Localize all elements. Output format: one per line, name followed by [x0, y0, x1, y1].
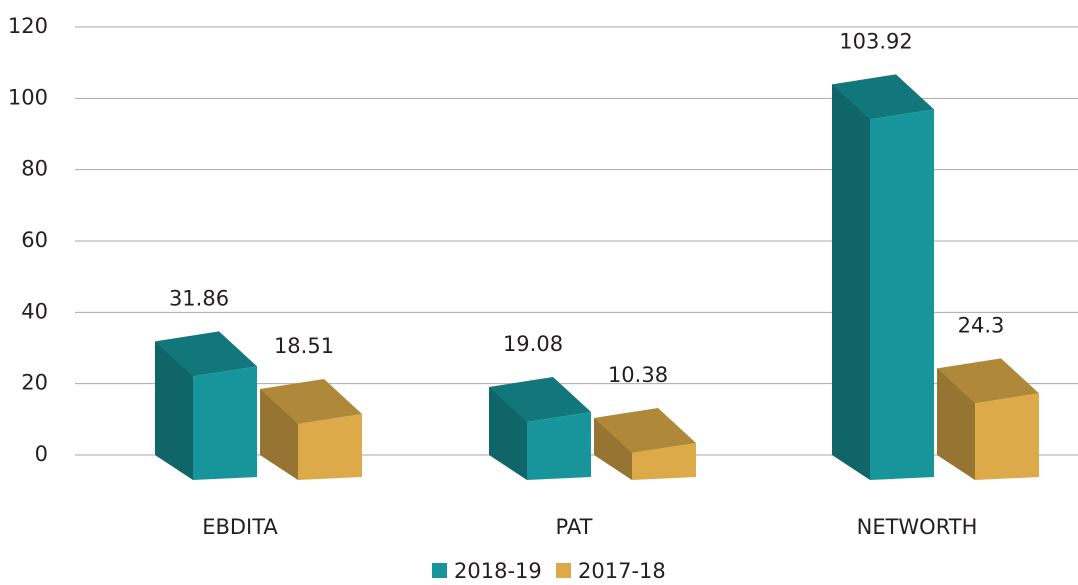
y-tick-label: 40 [21, 299, 48, 323]
bar [155, 331, 257, 480]
legend-swatch [556, 563, 571, 578]
value-label: 10.38 [608, 363, 668, 387]
y-tick-label: 60 [21, 228, 48, 252]
bar-top [155, 331, 257, 377]
x-tick-label: NETWORTH [857, 515, 978, 539]
legend-label: 2018-19 [454, 559, 542, 583]
value-label: 19.08 [503, 332, 563, 356]
bar-front [975, 393, 1039, 480]
value-label: 103.92 [839, 29, 912, 53]
y-tick-label: 100 [8, 85, 48, 109]
bar [594, 407, 696, 480]
bar-top [937, 358, 1039, 404]
bar-front [527, 411, 591, 480]
bar-top [260, 378, 362, 424]
legend-swatch [432, 563, 447, 578]
bar-front [298, 413, 362, 480]
bar-side [155, 341, 193, 480]
bar [832, 74, 934, 481]
value-label: 31.86 [169, 286, 229, 310]
bar [937, 358, 1039, 480]
y-tick-label: 120 [8, 14, 48, 38]
bar-top [594, 407, 696, 453]
bar-front [632, 442, 696, 480]
bar-side [594, 417, 632, 480]
y-tick-label: 0 [35, 442, 48, 466]
bar-top [832, 74, 934, 120]
bar-top [489, 376, 591, 422]
y-tick-label: 80 [21, 157, 48, 181]
value-label: 18.51 [274, 334, 334, 358]
bar [260, 378, 362, 480]
bar-side [937, 368, 975, 480]
bar-side [832, 84, 870, 481]
value-label: 24.3 [958, 313, 1005, 337]
bar-front [870, 109, 934, 481]
bar [489, 376, 591, 480]
x-tick-label: EBDITA [202, 515, 278, 539]
y-tick-label: 20 [21, 371, 48, 395]
legend-label: 2017-18 [578, 559, 666, 583]
x-tick-label: PAT [556, 515, 593, 539]
bar-front [193, 366, 257, 480]
